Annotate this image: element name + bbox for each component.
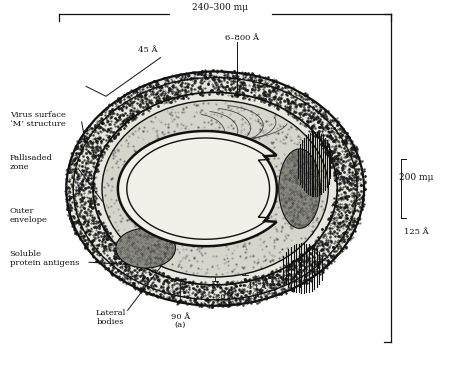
Text: 6–800 Å: 6–800 Å	[225, 34, 259, 42]
Text: 125 Å: 125 Å	[404, 228, 428, 236]
Text: (c): (c)	[251, 291, 263, 299]
Text: (b): (b)	[219, 301, 231, 309]
Text: 90 Å: 90 Å	[171, 313, 190, 321]
Ellipse shape	[102, 100, 328, 277]
Text: 45 Å: 45 Å	[247, 283, 266, 291]
Text: 240–300 mμ: 240–300 mμ	[192, 3, 248, 12]
Text: Virus surface
‘M’ structure: Virus surface ‘M’ structure	[9, 111, 65, 128]
Text: Soluble
protein antigens: Soluble protein antigens	[9, 249, 79, 267]
Text: 45 Å: 45 Å	[138, 46, 157, 54]
Ellipse shape	[116, 228, 175, 268]
Text: Outer
envelope: Outer envelope	[9, 207, 47, 224]
Text: Nucleoid: Nucleoid	[168, 192, 212, 201]
Text: 200 mμ: 200 mμ	[399, 173, 433, 182]
Ellipse shape	[66, 72, 364, 306]
Text: (a): (a)	[175, 321, 186, 329]
Text: Lateral
bodies: Lateral bodies	[96, 309, 126, 326]
Text: 80 Å: 80 Å	[216, 293, 235, 301]
Ellipse shape	[279, 149, 320, 228]
Polygon shape	[118, 131, 277, 246]
Text: Pallisaded
zone: Pallisaded zone	[9, 154, 53, 172]
